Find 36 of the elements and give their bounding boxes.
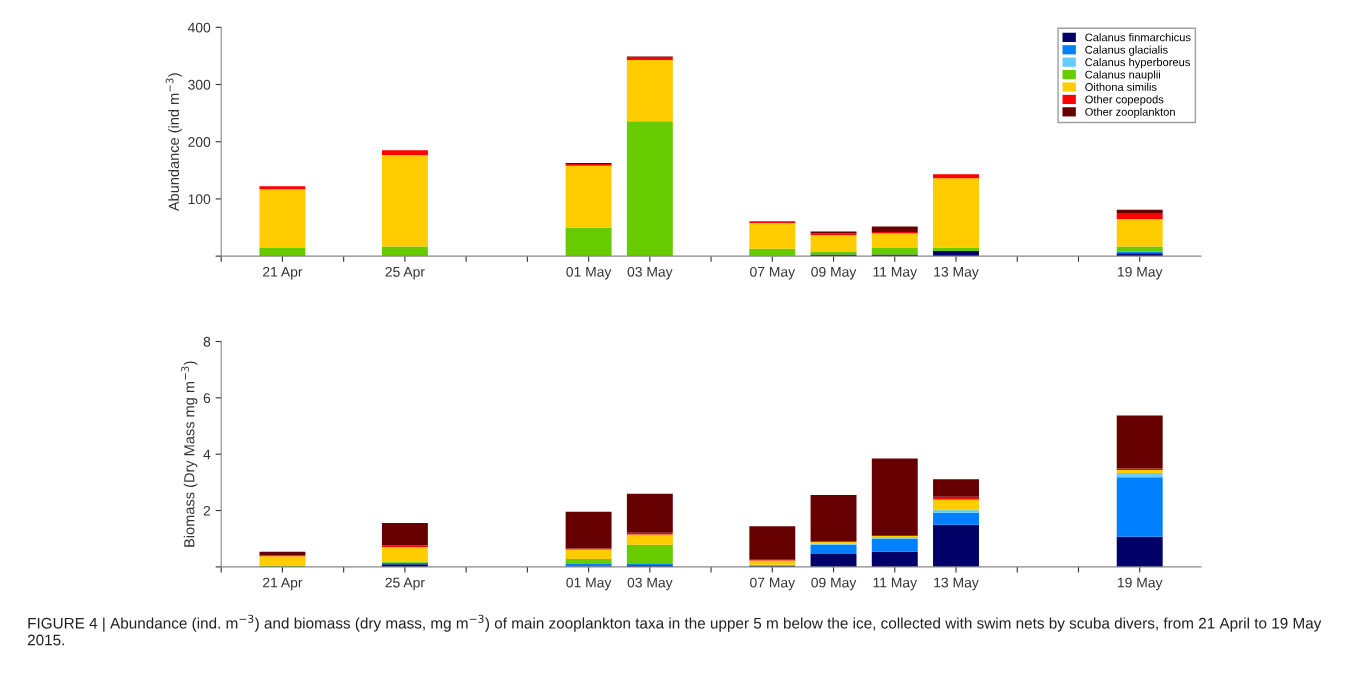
x-tick-label: 21 Apr — [263, 266, 303, 280]
y-tick-label: 100 — [188, 194, 211, 205]
legend-label: Other zooplankton — [1085, 107, 1175, 118]
legend-label: Oithona similis — [1085, 82, 1157, 91]
y-tick-label: 400 — [187, 22, 211, 33]
x-tick-label: 25 Apr — [385, 577, 425, 591]
y-tick-label: 4 — [203, 449, 211, 460]
legend-label: Other copepods — [1085, 95, 1164, 106]
x-tick-label: 19 May — [1118, 577, 1163, 591]
y-tick-label: 6 — [203, 393, 211, 404]
y-tick-label: 300 — [188, 79, 211, 90]
x-tick-label: 09 May — [811, 577, 857, 591]
legend-label: Calanus hyperboreus — [1085, 57, 1190, 69]
legend-label: Calanus glacialis — [1085, 45, 1168, 56]
x-tick-label: 03 May — [627, 266, 673, 280]
text: FIGURE 4 | Abundance (ind. m$^{−3}$) and biomass (dry mass, mg m$^{−3}$) of main zooplankton taxa in the upper 5 m below the ice, collected with swim nets by scuba divers, from 21 April to 19 May 2015. — [27, 614, 1322, 646]
y-axis-title: Biomass (Dry Mass mg m$^{−3}$) — [181, 361, 198, 547]
x-tick-label: 01 May — [566, 266, 612, 280]
legend-label: Calanus nauplii — [1085, 70, 1160, 81]
x-tick-label: 13 May — [934, 577, 979, 591]
y-tick-label: 8 — [203, 336, 211, 347]
x-tick-label: 01 May — [566, 577, 612, 591]
x-tick-label: 19 May — [1118, 266, 1163, 280]
y-tick-label: 200 — [188, 137, 211, 147]
x-tick-label: 07 May — [750, 577, 796, 591]
y-axis-title: Abundance (ind m$^{−3}$) — [165, 73, 182, 212]
x-tick-label: 11 May — [873, 267, 918, 280]
x-tick-label: 03 May — [627, 577, 673, 591]
x-tick-label: 07 May — [750, 266, 796, 280]
x-tick-label: 09 May — [811, 266, 857, 280]
legend-label: Calanus finmarchicus — [1085, 33, 1191, 42]
y-tick-label: 2 — [203, 505, 211, 516]
x-tick-label: 13 May — [934, 266, 979, 280]
x-tick-label: 21 Apr — [263, 577, 303, 591]
x-tick-label: 25 Apr — [385, 266, 425, 280]
x-tick-label: 11 May — [873, 577, 918, 591]
